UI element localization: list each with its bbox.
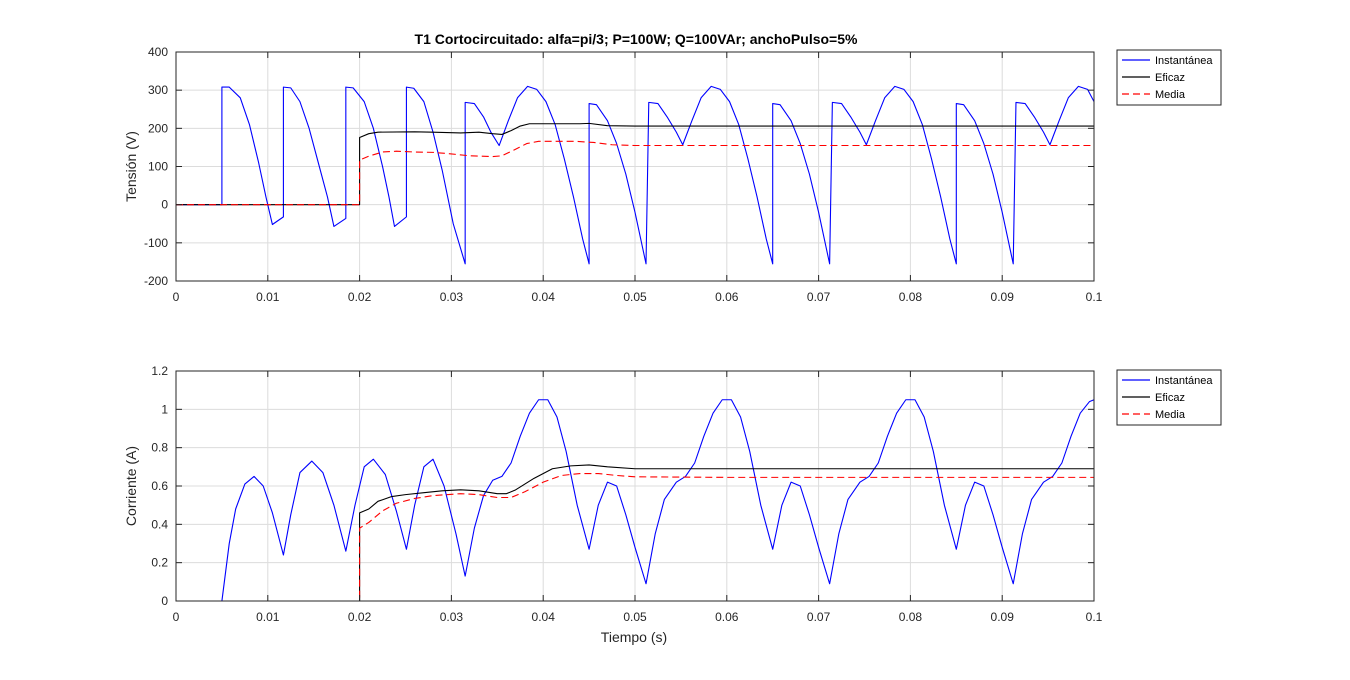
y-tick-label: 1.2	[151, 364, 168, 378]
plots-group: 0 0.01 0.02 0.03 0.04 0.05 0.06 0.07 0.08 0.09 0.1…	[123, 45, 1222, 645]
x-tick-label: 0.09	[991, 290, 1015, 304]
x-axis-label: Tiempo (s)	[601, 629, 667, 645]
x-tick-label: 0.07	[807, 610, 831, 624]
subplot-2: 0 0.01 0.02 0.03 0.04 0.05 0.06 0.07 0.08 0.09 0.1…	[123, 364, 1222, 645]
series-line-instantnea	[176, 399, 1094, 602]
series-group	[176, 85, 1094, 265]
x-tick-label: 0.06	[715, 290, 739, 304]
x-tick-label: 0.01	[256, 610, 280, 624]
subplot-1: 0 0.01 0.02 0.03 0.04 0.05 0.06 0.07 0.08 0.09 0.1…	[123, 45, 1222, 304]
y-tick-label: 0	[161, 198, 168, 212]
y-tick-label: 0.2	[151, 556, 168, 570]
y-tick-label: 200	[148, 121, 168, 135]
y-tick-label: 0	[161, 594, 168, 608]
y-tick-label: -200	[144, 274, 168, 288]
x-tick-label: 0.08	[899, 290, 923, 304]
x-tick-label: 0.04	[532, 290, 556, 304]
y-tick-label: -100	[144, 236, 168, 250]
x-tick-label: 0.09	[991, 610, 1015, 624]
legend: Instantánea Eficaz Media	[1116, 49, 1222, 106]
x-tick-label: 0.1	[1086, 290, 1103, 304]
y-axis-label: Tensión (V)	[123, 131, 139, 202]
y-tick-label: 400	[148, 45, 168, 59]
x-tick-label: 0.05	[623, 610, 647, 624]
x-tick-label: 0.02	[348, 290, 372, 304]
series-line-media	[176, 472, 1094, 602]
chart-title: T1 Cortocircuitado: alfa=pi/3; P=100W; Q…	[415, 31, 859, 47]
x-tick-label: 0	[173, 290, 180, 304]
x-tick-label: 0	[173, 610, 180, 624]
y-tick-label: 100	[148, 160, 168, 174]
x-tick-label: 0.03	[440, 610, 464, 624]
x-tick-label: 0.08	[899, 610, 923, 624]
x-tick-label: 0.04	[532, 610, 556, 624]
x-tick-label: 0.02	[348, 610, 372, 624]
legend-label: Media	[1155, 89, 1186, 101]
x-tick-label: 0.05	[623, 290, 647, 304]
series-group	[176, 399, 1094, 602]
y-tick-label: 0.6	[151, 479, 168, 493]
series-line-eficaz	[176, 464, 1094, 602]
series-line-instantnea	[176, 85, 1094, 265]
legend-label: Media	[1155, 409, 1186, 421]
legend-label: Instantánea	[1155, 55, 1213, 67]
x-tick-label: 0.07	[807, 290, 831, 304]
legend-label: Instantánea	[1155, 375, 1213, 387]
y-tick-label: 1	[161, 402, 168, 416]
legend-label: Eficaz	[1155, 72, 1185, 84]
y-tick-label: 0.4	[151, 517, 168, 531]
x-tick-label: 0.03	[440, 290, 464, 304]
legend: Instantánea Eficaz Media	[1116, 369, 1222, 426]
y-axis-label: Corriente (A)	[123, 446, 139, 526]
y-tick-label: 0.8	[151, 441, 168, 455]
y-tick-label: 300	[148, 83, 168, 97]
series-line-eficaz	[176, 122, 1094, 206]
x-tick-label: 0.06	[715, 610, 739, 624]
x-tick-label: 0.01	[256, 290, 280, 304]
x-tick-label: 0.1	[1086, 610, 1103, 624]
series-line-media	[176, 140, 1094, 206]
legend-label: Eficaz	[1155, 392, 1185, 404]
